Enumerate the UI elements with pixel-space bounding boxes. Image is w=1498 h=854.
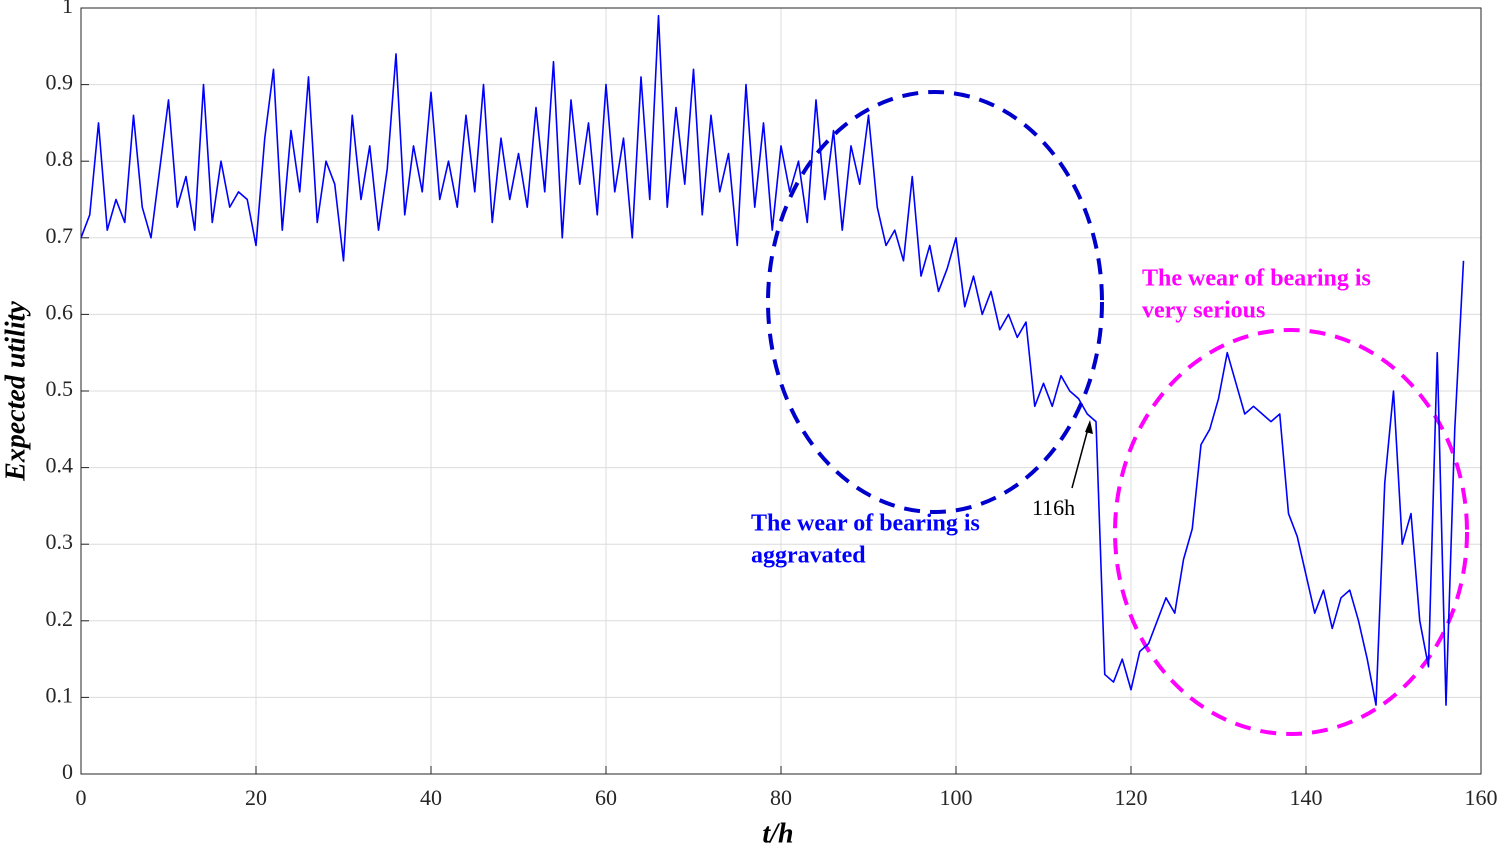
- y-tick-label: 0.2: [46, 606, 74, 631]
- y-tick-label: 0.8: [46, 146, 74, 171]
- x-tick-label: 0: [76, 785, 87, 810]
- x-tick-label: 160: [1465, 785, 1498, 810]
- grid: [80, 7, 1482, 775]
- y-tick-label: 0.6: [46, 299, 74, 324]
- x-axis-label: t/h: [762, 818, 793, 849]
- arrow-head: [1085, 420, 1093, 434]
- x-tick-label: 100: [940, 785, 973, 810]
- annotation: The wear of bearing is: [751, 511, 980, 537]
- y-tick-label: 0.1: [46, 682, 74, 707]
- y-axis-label: Expected utility: [0, 301, 31, 482]
- ellipse-blue: [766, 90, 1104, 514]
- y-tick-label: 0.7: [46, 223, 74, 248]
- x-tick-label: 80: [770, 785, 792, 810]
- annotation: aggravated: [751, 543, 866, 569]
- y-tick-label: 0.3: [46, 529, 74, 554]
- annotation: The wear of bearing is: [1142, 266, 1371, 292]
- data-line: [80, 14, 1465, 706]
- x-tick-label: 40: [420, 785, 442, 810]
- ellipse-magenta: [1113, 328, 1469, 736]
- x-tick-label: 60: [595, 785, 617, 810]
- x-tick-label: 20: [245, 785, 267, 810]
- y-tick-label: 0: [62, 759, 73, 784]
- y-tick-label: 0.9: [46, 70, 74, 95]
- arrow-line: [1071, 424, 1090, 489]
- y-tick-label: 0.5: [46, 376, 74, 401]
- annotation: very serious: [1142, 298, 1265, 324]
- x-tick-label: 120: [1115, 785, 1148, 810]
- annotation: 116h: [1032, 495, 1075, 520]
- y-tick-label: 0.4: [46, 453, 74, 478]
- x-tick-label: 140: [1290, 785, 1323, 810]
- y-tick-label: 1: [62, 0, 73, 18]
